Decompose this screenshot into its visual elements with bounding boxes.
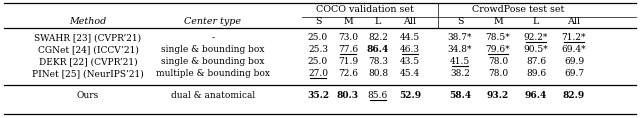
Text: 80.8: 80.8 — [368, 70, 388, 78]
Text: 77.6: 77.6 — [338, 46, 358, 55]
Text: 93.2: 93.2 — [487, 91, 509, 101]
Text: dual & anatomical: dual & anatomical — [171, 91, 255, 101]
Text: 72.6: 72.6 — [338, 70, 358, 78]
Text: 38.2: 38.2 — [450, 70, 470, 78]
Text: 41.5: 41.5 — [450, 57, 470, 67]
Text: L: L — [375, 17, 381, 27]
Text: Center type: Center type — [184, 17, 241, 27]
Text: PINet [25] (NeurIPS’21): PINet [25] (NeurIPS’21) — [32, 70, 144, 78]
Text: -: - — [211, 34, 214, 42]
Text: CGNet [24] (ICCV’21): CGNet [24] (ICCV’21) — [38, 46, 138, 55]
Text: 34.8*: 34.8* — [448, 46, 472, 55]
Text: 89.6: 89.6 — [526, 70, 546, 78]
Text: 69.7: 69.7 — [564, 70, 584, 78]
Text: M: M — [343, 17, 353, 27]
Text: 90.5*: 90.5* — [524, 46, 548, 55]
Text: COCO validation set: COCO validation set — [316, 6, 414, 15]
Text: 69.9: 69.9 — [564, 57, 584, 67]
Text: 78.0: 78.0 — [488, 70, 508, 78]
Text: All: All — [403, 17, 417, 27]
Text: 80.3: 80.3 — [337, 91, 359, 101]
Text: 78.5*: 78.5* — [486, 34, 510, 42]
Text: 71.9: 71.9 — [338, 57, 358, 67]
Text: single & bounding box: single & bounding box — [161, 57, 265, 67]
Text: multiple & bounding box: multiple & bounding box — [156, 70, 270, 78]
Text: 87.6: 87.6 — [526, 57, 546, 67]
Text: DEKR [22] (CVPR’21): DEKR [22] (CVPR’21) — [38, 57, 138, 67]
Text: 79.6*: 79.6* — [486, 46, 510, 55]
Text: 71.2*: 71.2* — [562, 34, 586, 42]
Text: 44.5: 44.5 — [400, 34, 420, 42]
Text: 82.2: 82.2 — [368, 34, 388, 42]
Text: S: S — [315, 17, 321, 27]
Text: 69.4*: 69.4* — [562, 46, 586, 55]
Text: L: L — [533, 17, 539, 27]
Text: 43.5: 43.5 — [400, 57, 420, 67]
Text: 96.4: 96.4 — [525, 91, 547, 101]
Text: All: All — [568, 17, 580, 27]
Text: SWAHR [23] (CVPR’21): SWAHR [23] (CVPR’21) — [35, 34, 141, 42]
Text: 78.3: 78.3 — [368, 57, 388, 67]
Text: 82.9: 82.9 — [563, 91, 585, 101]
Text: 78.0: 78.0 — [488, 57, 508, 67]
Text: CrowdPose test set: CrowdPose test set — [472, 6, 564, 15]
Text: Ours: Ours — [77, 91, 99, 101]
Text: 25.3: 25.3 — [308, 46, 328, 55]
Text: 27.0: 27.0 — [308, 70, 328, 78]
Text: 73.0: 73.0 — [338, 34, 358, 42]
Text: Method: Method — [69, 17, 107, 27]
Text: S: S — [457, 17, 463, 27]
Text: 86.4: 86.4 — [367, 46, 389, 55]
Text: 58.4: 58.4 — [449, 91, 471, 101]
Text: 52.9: 52.9 — [399, 91, 421, 101]
Text: M: M — [493, 17, 503, 27]
Text: 45.4: 45.4 — [400, 70, 420, 78]
Text: 46.3: 46.3 — [400, 46, 420, 55]
Text: single & bounding box: single & bounding box — [161, 46, 265, 55]
Text: 92.2*: 92.2* — [524, 34, 548, 42]
Text: 35.2: 35.2 — [307, 91, 329, 101]
Text: 25.0: 25.0 — [308, 34, 328, 42]
Text: 85.6: 85.6 — [368, 91, 388, 101]
Text: 38.7*: 38.7* — [448, 34, 472, 42]
Text: 25.0: 25.0 — [308, 57, 328, 67]
